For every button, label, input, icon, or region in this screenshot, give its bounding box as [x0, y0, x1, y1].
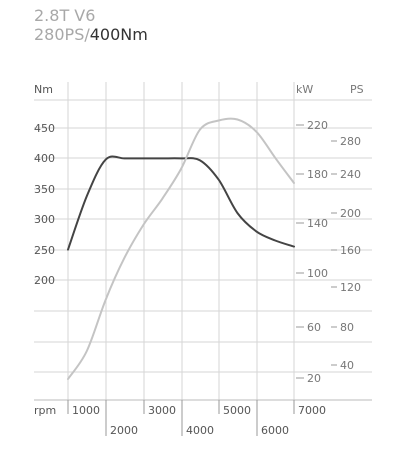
x-tick-label: 3000 — [148, 404, 176, 417]
y-left-tick-label: 200 — [34, 274, 55, 287]
torque-label: 400Nm — [89, 25, 148, 44]
x-tick-label: 5000 — [223, 404, 251, 417]
y-right-kw-tick-label: 100 — [307, 267, 328, 280]
power-curve-line — [67, 117, 295, 380]
y-left-tick-label: 350 — [34, 183, 55, 196]
y-left-tick-label: 450 — [34, 122, 55, 135]
y-right-kw-axis-label: kW — [296, 83, 313, 96]
y-right-ps-tick-label: 240 — [340, 168, 361, 181]
spec-line: 280PS/400Nm — [34, 25, 148, 44]
y-right-ps-axis-label: PS — [350, 83, 364, 96]
y-right-kw-tick-label: 60 — [307, 321, 321, 334]
y-right-ps-tick-label: 200 — [340, 207, 361, 220]
y-right-kw-tick-label: 140 — [307, 217, 328, 230]
x-tick-label: 6000 — [261, 424, 289, 437]
x-tick-label: 7000 — [298, 404, 326, 417]
y-left-tick-label: 250 — [34, 244, 55, 257]
y-left-tick-label: 400 — [34, 152, 55, 165]
power-ps-label: 280PS — [34, 25, 85, 44]
y-left-axis-label: Nm — [34, 83, 53, 96]
y-right-kw-tick-label: 180 — [307, 168, 328, 181]
y-left-tick-label: 300 — [34, 213, 55, 226]
y-right-ps-tick-label: 280 — [340, 135, 361, 148]
x-tick-label: 4000 — [186, 424, 214, 437]
y-right-ps-tick-label: 120 — [340, 281, 361, 294]
y-right-ps-tick-label: 40 — [340, 359, 354, 372]
y-right-kw-tick-label: 220 — [307, 119, 328, 132]
y-right-ps-tick-label: 80 — [340, 321, 354, 334]
engine-name: 2.8T V6 — [34, 6, 96, 25]
y-right-kw-tick-label: 20 — [307, 372, 321, 385]
x-axis-label: rpm — [34, 404, 56, 417]
spec-separator: / — [84, 25, 90, 44]
torque-curve-line — [67, 155, 295, 251]
x-tick-label: 1000 — [72, 404, 100, 417]
chart-header: 2.8T V6 280PS/400Nm — [34, 6, 148, 44]
x-tick-label: 2000 — [110, 424, 138, 437]
y-right-ps-tick-label: 160 — [340, 244, 361, 257]
